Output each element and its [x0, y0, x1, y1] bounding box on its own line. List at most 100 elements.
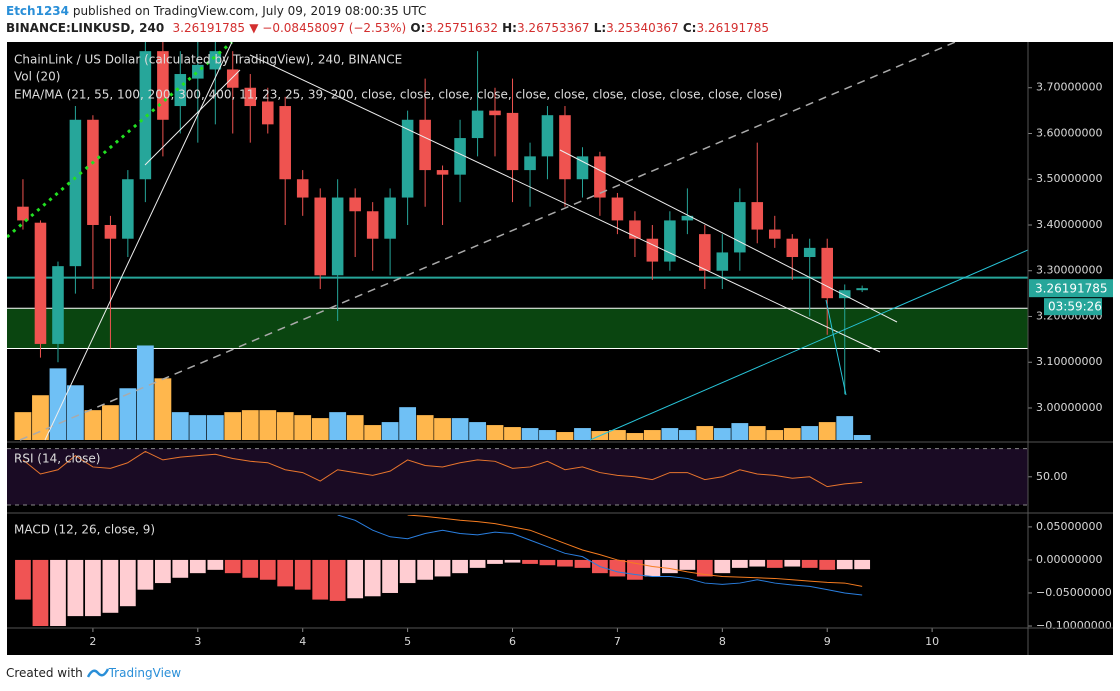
candle-body [751, 202, 764, 230]
candle-body [226, 69, 239, 88]
volume-bar [504, 427, 521, 440]
volume-bar [294, 415, 312, 440]
candle-body [576, 156, 589, 180]
macd-bar [312, 559, 329, 600]
candle-body [34, 222, 47, 344]
macd-bar [242, 559, 259, 578]
macd-bar [749, 559, 766, 567]
candle-body [541, 115, 554, 157]
y-tick-label: 3.00000000 [1036, 401, 1102, 414]
candle-body [821, 247, 834, 299]
macd-bar [696, 559, 713, 577]
volume-bar [696, 426, 714, 440]
macd-bar [207, 559, 224, 570]
candle-body [489, 110, 501, 116]
ohlc-label: O: [410, 21, 426, 35]
y-tick-label: 50.00 [1036, 470, 1068, 483]
x-tick-label: 10 [925, 635, 939, 648]
macd-bar [399, 559, 416, 584]
macd-bar [277, 559, 294, 587]
candle-body [17, 206, 29, 221]
candle-body [856, 288, 868, 291]
user[interactable]: Etch1234 [6, 4, 69, 18]
macd-bar [819, 559, 836, 570]
ohlc-value: 3.25340367 [606, 21, 679, 35]
macd-bar [854, 559, 871, 570]
candle-body [594, 156, 606, 198]
last-price: 3.26191785 [172, 21, 246, 35]
x-tick-label: 8 [719, 635, 726, 648]
macd-bar [452, 559, 468, 574]
macd-bar [294, 559, 311, 590]
volume-bar [329, 412, 347, 440]
volume-bar [32, 395, 49, 440]
timer-box [1044, 298, 1102, 316]
volume-bar [521, 428, 539, 440]
candle-body [471, 110, 484, 139]
macd-bar [504, 559, 521, 563]
candle-body [559, 115, 571, 180]
axes: 3.000000003.100000003.200000003.30000000… [89, 81, 1113, 648]
macd-bar [557, 559, 573, 567]
dashed-trendline [19, 42, 958, 441]
footer: Created with TradingView [6, 665, 181, 680]
symbol-line: BINANCE:LINKUSD, 240 3.26191785 ▼ −0.084… [6, 21, 769, 35]
symbol: BINANCE:LINKUSD, 240 [6, 21, 165, 35]
x-tick-label: 9 [824, 635, 831, 648]
candle-body [122, 179, 134, 239]
volume-bar [643, 430, 661, 440]
macd-bar [714, 559, 731, 574]
volume-bar [539, 430, 556, 440]
candle-body [506, 112, 519, 171]
volume-bar [399, 407, 417, 440]
macd-bar [15, 559, 31, 600]
rsi-line [22, 450, 863, 488]
trendline [249, 54, 881, 353]
macd-bar [417, 559, 434, 580]
drawings [7, 42, 1028, 441]
macd-line [337, 515, 863, 596]
ohlc-value: 3.26191785 [696, 21, 770, 35]
volume-bar [346, 415, 364, 440]
candle-body [699, 234, 711, 271]
y-tick-label: 3.50000000 [1036, 172, 1102, 185]
volume-bar [102, 405, 119, 440]
volume-bar [486, 425, 504, 440]
volume-bar [171, 412, 189, 440]
volume-bar [189, 415, 207, 440]
candle-body [838, 290, 851, 299]
brand[interactable]: TradingView [108, 666, 182, 680]
volume-bar [626, 433, 644, 440]
candle-body [262, 101, 274, 125]
volume-bar [713, 428, 731, 440]
volume-bar [14, 412, 32, 440]
timer: 03:59:26 [1048, 300, 1102, 314]
change: ▼ −0.08458097 (−2.53%) [249, 21, 407, 35]
macd-bar [574, 559, 591, 568]
candle-body [436, 170, 449, 175]
volume-bar [84, 410, 102, 440]
volume-bar [416, 415, 434, 440]
volume-bar [66, 385, 84, 440]
ohlc-value: 3.26753367 [516, 21, 590, 35]
candle-body [279, 106, 291, 180]
header-line: Etch1234 published on TradingView.com, J… [6, 4, 426, 18]
macd-bar [469, 559, 486, 568]
volume-bar [259, 410, 277, 440]
candle-body [419, 119, 431, 171]
macd-bar [154, 559, 171, 584]
volume-bar [661, 428, 679, 440]
volume-bar [748, 426, 766, 440]
volume-bar [224, 412, 242, 440]
trendline [589, 249, 1028, 441]
volume-bar [206, 415, 224, 440]
macd-bar [836, 559, 853, 570]
macd-bar [522, 559, 538, 564]
candle-body [629, 220, 641, 239]
candle-body [768, 229, 781, 239]
candle-body [716, 252, 729, 271]
trendline [559, 149, 898, 323]
y-tick-label: −0.05000000 [1036, 586, 1112, 599]
macd-bar [661, 559, 678, 574]
trendline [825, 299, 847, 396]
